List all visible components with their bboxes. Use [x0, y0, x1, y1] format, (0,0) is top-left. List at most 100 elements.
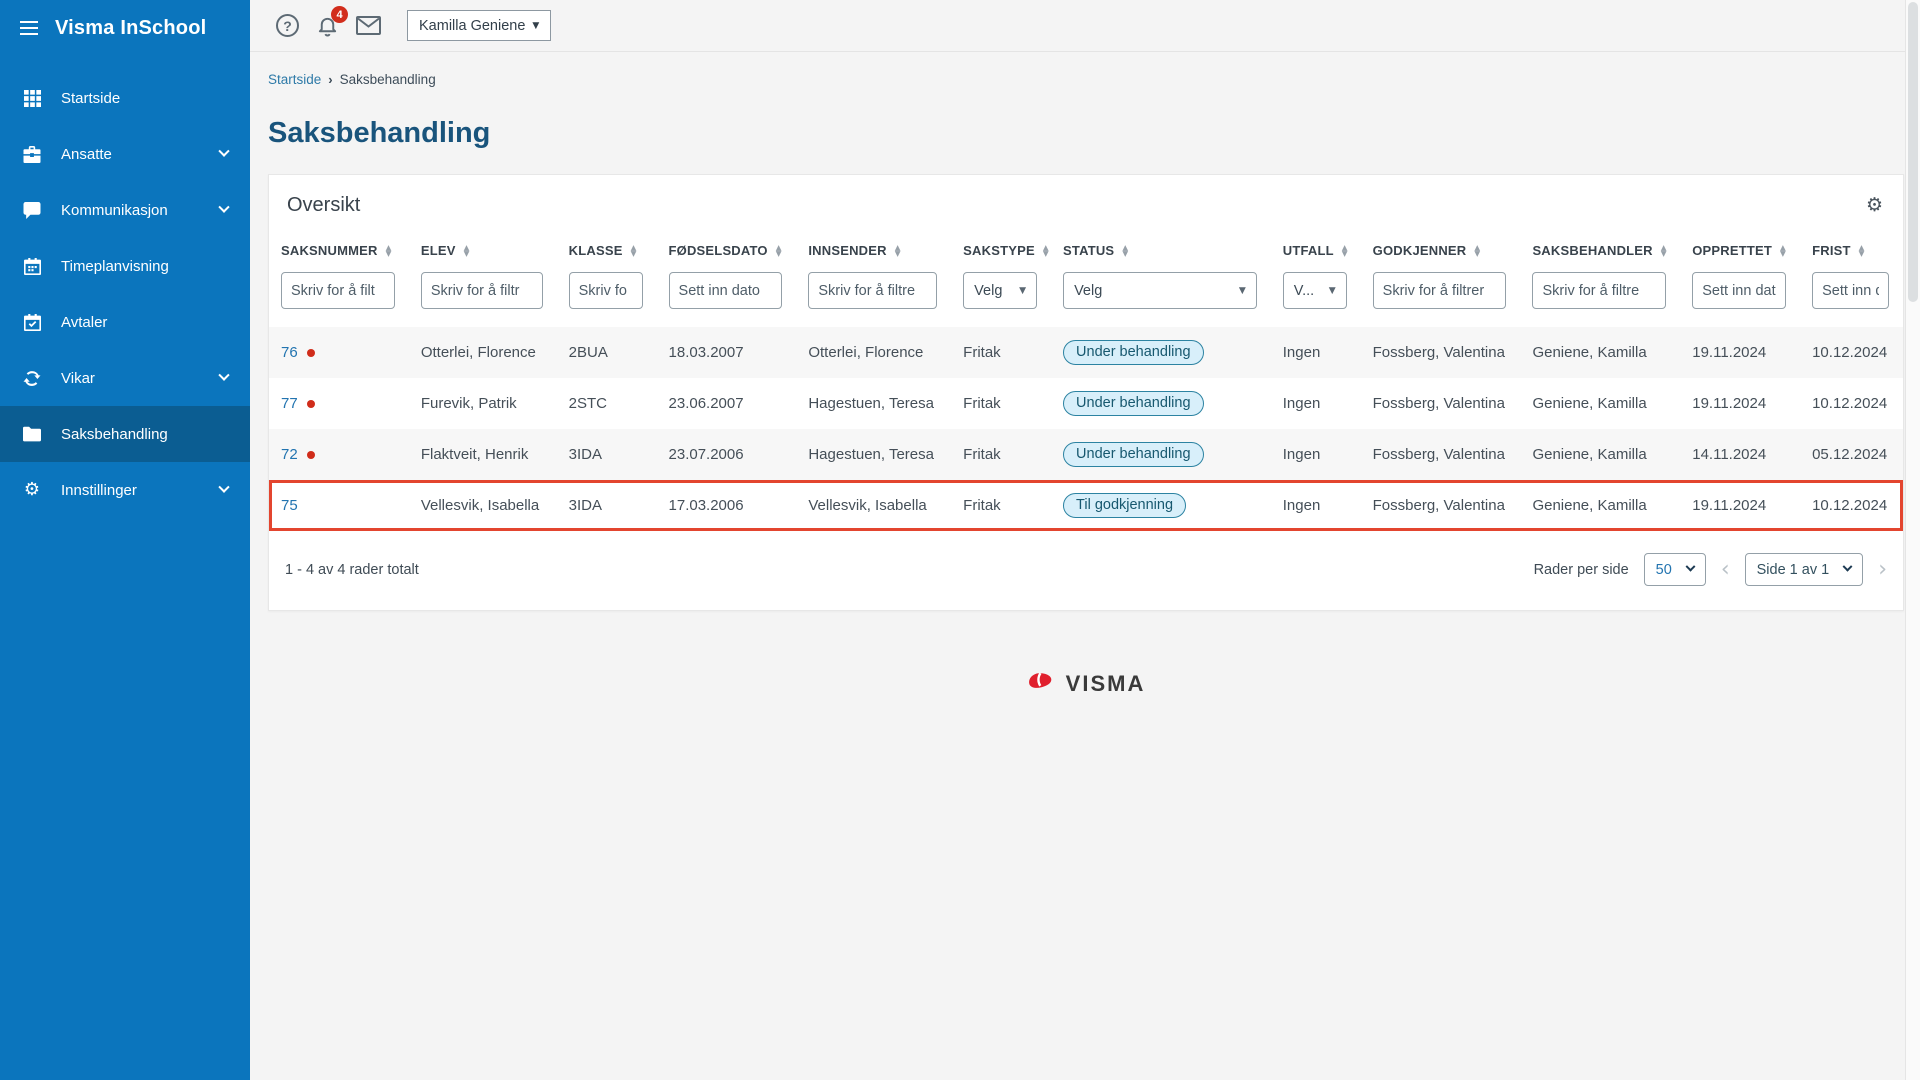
column-header-saksnummer[interactable]: SAKSNUMMER ▲ ▼: [269, 243, 409, 258]
column-label: FØDSELSDATO: [668, 243, 768, 258]
cell-sakstype: Fritak: [963, 497, 1001, 514]
column-header-utfall[interactable]: UTFALL ▲ ▼: [1271, 243, 1361, 258]
column-label: STATUS: [1063, 243, 1115, 258]
cell-opprettet: 19.11.2024: [1692, 497, 1767, 514]
notification-badge: 4: [331, 6, 348, 23]
sakstype-filter-select[interactable]: Velg ▼: [963, 272, 1038, 309]
cell-innsender: Otterlei, Florence: [808, 344, 924, 361]
case-number-link[interactable]: 72: [281, 446, 298, 463]
filter-cell: [1520, 272, 1680, 309]
app-title: Visma InSchool: [55, 16, 207, 39]
sidebar-item-label: Vikar: [61, 369, 95, 387]
chevron-down-icon: ▼: [1328, 285, 1336, 296]
cell-sakstype: Fritak: [963, 446, 1001, 463]
chevron-down-icon: [218, 369, 230, 381]
filter-cell: [269, 272, 409, 309]
table-row[interactable]: 76 Otterlei, Florence 2BUA 18.03.2007 Otterl…: [269, 327, 1903, 378]
filter-cell: [1361, 272, 1521, 309]
cell-opprettet: 19.11.2024: [1692, 395, 1767, 412]
cell-frist: 10.12.2024: [1812, 344, 1888, 361]
f-dselsdato-filter-input[interactable]: [668, 272, 783, 309]
case-number-link[interactable]: 77: [281, 395, 298, 412]
chat-icon: [22, 201, 42, 219]
breadcrumb-separator-icon: ›: [328, 72, 333, 87]
mail-icon[interactable]: [356, 16, 381, 35]
column-header-sakstype[interactable]: SAKSTYPE ▲ ▼: [951, 243, 1051, 258]
cell-klasse: 2BUA: [568, 344, 608, 361]
frist-filter-input[interactable]: [1812, 272, 1890, 309]
sidebar-item-kommunikasjon[interactable]: Kommunikasjon: [0, 182, 250, 238]
opprettet-filter-input[interactable]: [1692, 272, 1787, 309]
pagination-controls: Rader per side 50 ‹ Side 1 av 1 ›: [1534, 553, 1887, 586]
column-header-godkjenner[interactable]: GODKJENNER ▲ ▼: [1361, 243, 1521, 258]
filter-cell: [657, 272, 797, 309]
column-header-elev[interactable]: ELEV ▲ ▼: [409, 243, 557, 258]
column-header-f-dselsdato[interactable]: FØDSELSDATO ▲ ▼: [657, 243, 797, 258]
scrollbar-thumb[interactable]: [1908, 2, 1918, 302]
column-header-saksbehandler[interactable]: SAKSBEHANDLER ▲ ▼: [1520, 243, 1680, 258]
case-number-link[interactable]: 75: [281, 497, 298, 514]
table-row[interactable]: 77 Furevik, Patrik 2STC 23.06.2007 Hagestuen…: [269, 378, 1903, 429]
saksnummer-filter-input[interactable]: [281, 272, 395, 309]
table-body: 76 Otterlei, Florence 2BUA 18.03.2007 Otterl…: [269, 327, 1903, 531]
calendar-check-icon: [22, 313, 42, 331]
elev-filter-input[interactable]: [420, 272, 543, 309]
table-row[interactable]: 75 Vellesvik, Isabella 3IDA 17.03.2006 Velle…: [269, 480, 1903, 531]
sidebar-item-label: Ansatte: [61, 145, 112, 163]
sidebar-item-ansatte[interactable]: Ansatte: [0, 126, 250, 182]
table-settings-gear-icon[interactable]: ⚙: [1865, 194, 1883, 216]
status-filter-select[interactable]: Velg ▼: [1063, 272, 1257, 309]
table-row[interactable]: 72 Flaktveit, Henrik 3IDA 23.07.2006 Hagestu…: [269, 429, 1903, 480]
sidebar: Visma InSchool Startside Ansatte Kommunika…: [0, 0, 250, 1080]
sidebar-item-saksbehandling[interactable]: Saksbehandling: [0, 406, 250, 462]
sort-icon: ▲ ▼: [630, 243, 637, 258]
column-header-status[interactable]: STATUS ▲ ▼: [1051, 243, 1271, 258]
breadcrumb-current: Saksbehandling: [339, 72, 436, 87]
user-menu-button[interactable]: Kamilla Geniene ▼: [407, 10, 552, 41]
column-header-innsender[interactable]: INNSENDER ▲ ▼: [796, 243, 951, 258]
utfall-filter-select[interactable]: V... ▼: [1282, 272, 1347, 309]
column-header-opprettet[interactable]: OPPRETTET ▲ ▼: [1680, 243, 1800, 258]
notifications-button[interactable]: 4: [316, 6, 348, 37]
column-header-frist[interactable]: FRIST ▲ ▼: [1800, 243, 1903, 258]
user-name: Kamilla Geniene: [419, 17, 526, 34]
card-header: Oversikt ⚙: [269, 175, 1903, 227]
saksbehandler-filter-input[interactable]: [1532, 272, 1667, 309]
column-header-klasse[interactable]: KLASSE ▲ ▼: [557, 243, 657, 258]
menu-toggle-icon[interactable]: [20, 17, 38, 39]
case-number-link[interactable]: 76: [281, 344, 298, 361]
oversikt-card: Oversikt ⚙ SAKSNUMMER ▲ ▼ ELEV ▲ ▼ KLASSE ▲ ▼ FØD…: [268, 174, 1904, 611]
sidebar-item-avtaler[interactable]: Avtaler: [0, 294, 250, 350]
status-badge: Under behandling: [1063, 340, 1204, 365]
cell-saksnummer: 75: [269, 497, 409, 514]
sidebar-item-vikar[interactable]: Vikar: [0, 350, 250, 406]
cell-saksbehandler: Geniene, Kamilla: [1532, 497, 1647, 514]
table-header-row: SAKSNUMMER ▲ ▼ ELEV ▲ ▼ KLASSE ▲ ▼ FØDSELSDATO ▲ ▼ I…: [269, 227, 1903, 262]
cell-status: Under behandling: [1051, 391, 1271, 416]
unread-dot-icon: [306, 400, 315, 409]
godkjenner-filter-input[interactable]: [1372, 272, 1507, 309]
cell-opprettet: 14.11.2024: [1692, 446, 1767, 463]
calendar-icon: [22, 257, 42, 275]
klasse-filter-input[interactable]: [568, 272, 643, 309]
next-page-button[interactable]: ›: [1878, 556, 1887, 582]
sidebar-item-label: Kommunikasjon: [61, 201, 168, 219]
innsender-filter-input[interactable]: [808, 272, 938, 309]
sort-icon: ▲ ▼: [1780, 243, 1787, 258]
cell-klasse: 3IDA: [568, 497, 602, 514]
sort-icon: ▲ ▼: [894, 243, 901, 258]
chevron-down-icon: ▼: [1019, 285, 1027, 296]
page-select[interactable]: Side 1 av 1: [1744, 553, 1864, 586]
help-icon[interactable]: ?: [276, 14, 299, 37]
sidebar-item-innstillinger[interactable]: ⚙ Innstillinger: [0, 462, 250, 518]
sidebar-item-startside[interactable]: Startside: [0, 70, 250, 126]
cell-utfall: Ingen: [1282, 395, 1321, 412]
breadcrumb-startside[interactable]: Startside: [268, 72, 322, 87]
sidebar-item-timeplanvisning[interactable]: Timeplanvisning: [0, 238, 250, 294]
cell-frist: 10.12.2024: [1812, 395, 1888, 412]
cell-sakstype: Fritak: [963, 344, 1001, 361]
previous-page-button[interactable]: ‹: [1720, 556, 1730, 582]
rows-per-page-select[interactable]: 50: [1643, 553, 1706, 586]
filter-cell: [409, 272, 557, 309]
chevron-down-icon: ▼: [532, 20, 540, 31]
